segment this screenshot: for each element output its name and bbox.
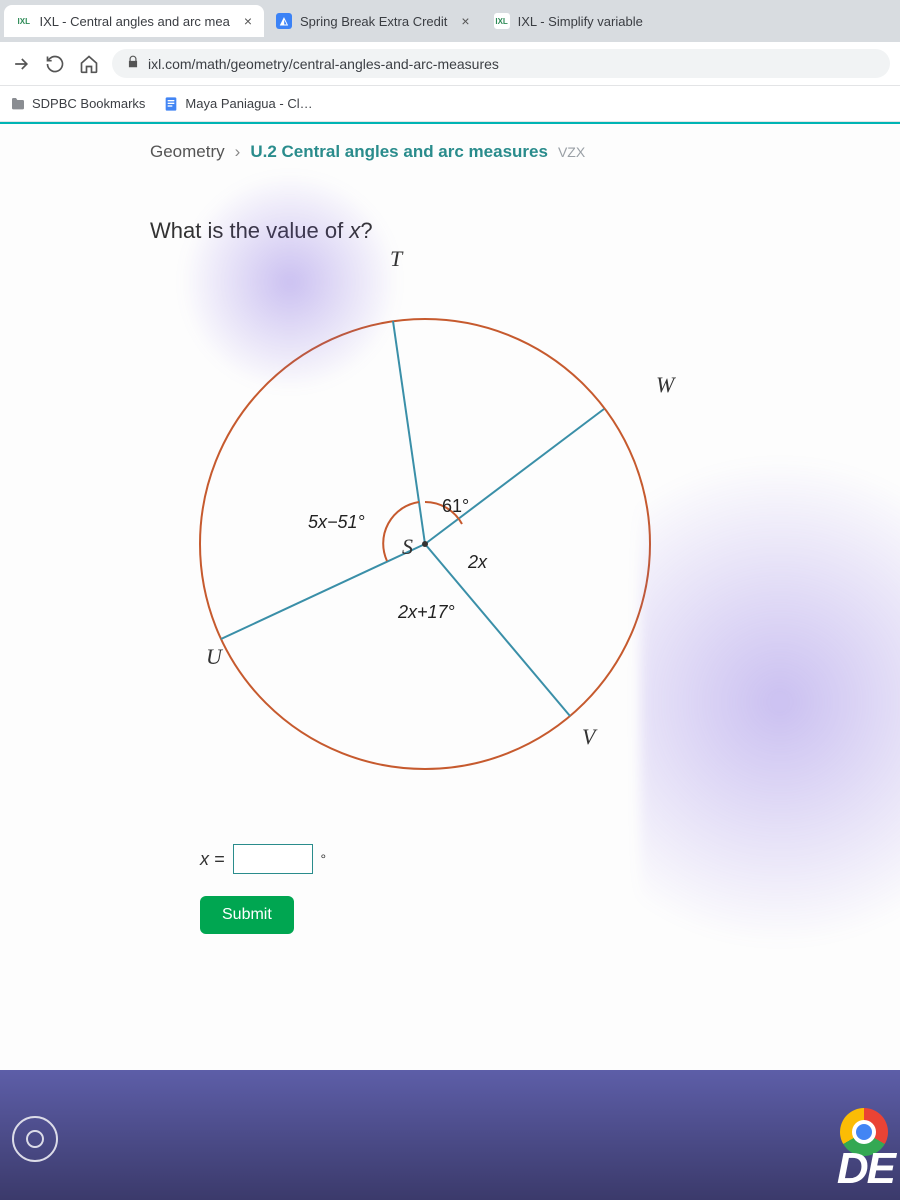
point-w-label: W <box>656 372 674 398</box>
home-icon[interactable] <box>78 53 100 75</box>
submit-button[interactable]: Submit <box>200 896 294 934</box>
bookmark-folder-sdpbc[interactable]: SDPBC Bookmarks <box>10 96 145 112</box>
diagram-svg <box>170 254 730 814</box>
tab-spring-break[interactable]: ◭ Spring Break Extra Credit × <box>264 5 482 37</box>
breadcrumb-topic[interactable]: U.2 Central angles and arc measures <box>250 142 548 162</box>
circle-icon <box>26 1130 44 1148</box>
tab-label: IXL - Central angles and arc mea <box>40 14 230 29</box>
url-text: ixl.com/math/geometry/central-angles-and… <box>148 56 499 72</box>
radius-su <box>221 544 425 639</box>
address-bar[interactable]: ixl.com/math/geometry/central-angles-and… <box>112 49 890 78</box>
breadcrumb-code: VZX <box>558 144 585 160</box>
favicon-ixl: IXL <box>16 13 32 29</box>
tab-ixl-central[interactable]: IXL IXL - Central angles and arc mea × <box>4 5 264 37</box>
point-v-label: V <box>582 724 595 750</box>
radius-sv <box>425 544 570 716</box>
question-suffix: ? <box>360 218 372 243</box>
page-content: Geometry › U.2 Central angles and arc me… <box>0 122 900 1072</box>
favicon-ixl: IXL <box>494 13 510 29</box>
point-t-label: T <box>390 246 402 272</box>
answer-unit: ° <box>321 851 327 867</box>
browser-toolbar: ixl.com/math/geometry/central-angles-and… <box>0 42 900 86</box>
circle-diagram: T W V U S 61° 2x 2x+17° 5x−51° <box>170 254 730 814</box>
radius-sw <box>425 409 604 544</box>
tab-label: IXL - Simplify variable <box>518 14 643 29</box>
answer-input[interactable] <box>233 844 313 874</box>
forward-icon[interactable] <box>10 53 32 75</box>
tab-ixl-simplify[interactable]: IXL IXL - Simplify variable <box>482 5 655 37</box>
folder-icon <box>10 96 26 112</box>
doc-icon <box>163 96 179 112</box>
question-var: x <box>349 218 360 243</box>
question-prefix: What is the value of <box>150 218 349 243</box>
taskbar <box>0 1070 900 1200</box>
breadcrumb: Geometry › U.2 Central angles and arc me… <box>0 124 900 162</box>
arc-ut-label: 5x−51° <box>308 512 365 533</box>
chevron-right-icon: › <box>235 142 241 162</box>
dell-logo: DE <box>837 1144 894 1194</box>
browser-tab-strip: IXL IXL - Central angles and arc mea × ◭… <box>0 0 900 42</box>
bookmarks-bar: SDPBC Bookmarks Maya Paniagua - Cl… <box>0 86 900 122</box>
lock-icon <box>126 55 140 72</box>
breadcrumb-subject[interactable]: Geometry <box>150 142 225 162</box>
arc-wv-label: 2x <box>468 552 487 573</box>
center-s-label: S <box>402 534 413 560</box>
answer-row: x = ° <box>200 844 900 874</box>
bookmark-maya[interactable]: Maya Paniagua - Cl… <box>163 96 312 112</box>
question-text: What is the value of x? <box>0 162 900 244</box>
arc-tw-label: 61° <box>442 496 469 517</box>
launcher-button[interactable] <box>12 1116 58 1162</box>
bookmark-label: Maya Paniagua - Cl… <box>185 96 312 111</box>
tab-label: Spring Break Extra Credit <box>300 14 447 29</box>
answer-prefix: x = <box>200 849 225 870</box>
favicon-classroom: ◭ <box>276 13 292 29</box>
reload-icon[interactable] <box>44 53 66 75</box>
center-point <box>422 541 428 547</box>
point-u-label: U <box>206 644 222 670</box>
close-icon[interactable]: × <box>461 13 469 29</box>
arc-vu-label: 2x+17° <box>398 602 455 623</box>
bookmark-label: SDPBC Bookmarks <box>32 96 145 111</box>
close-icon[interactable]: × <box>244 13 252 29</box>
